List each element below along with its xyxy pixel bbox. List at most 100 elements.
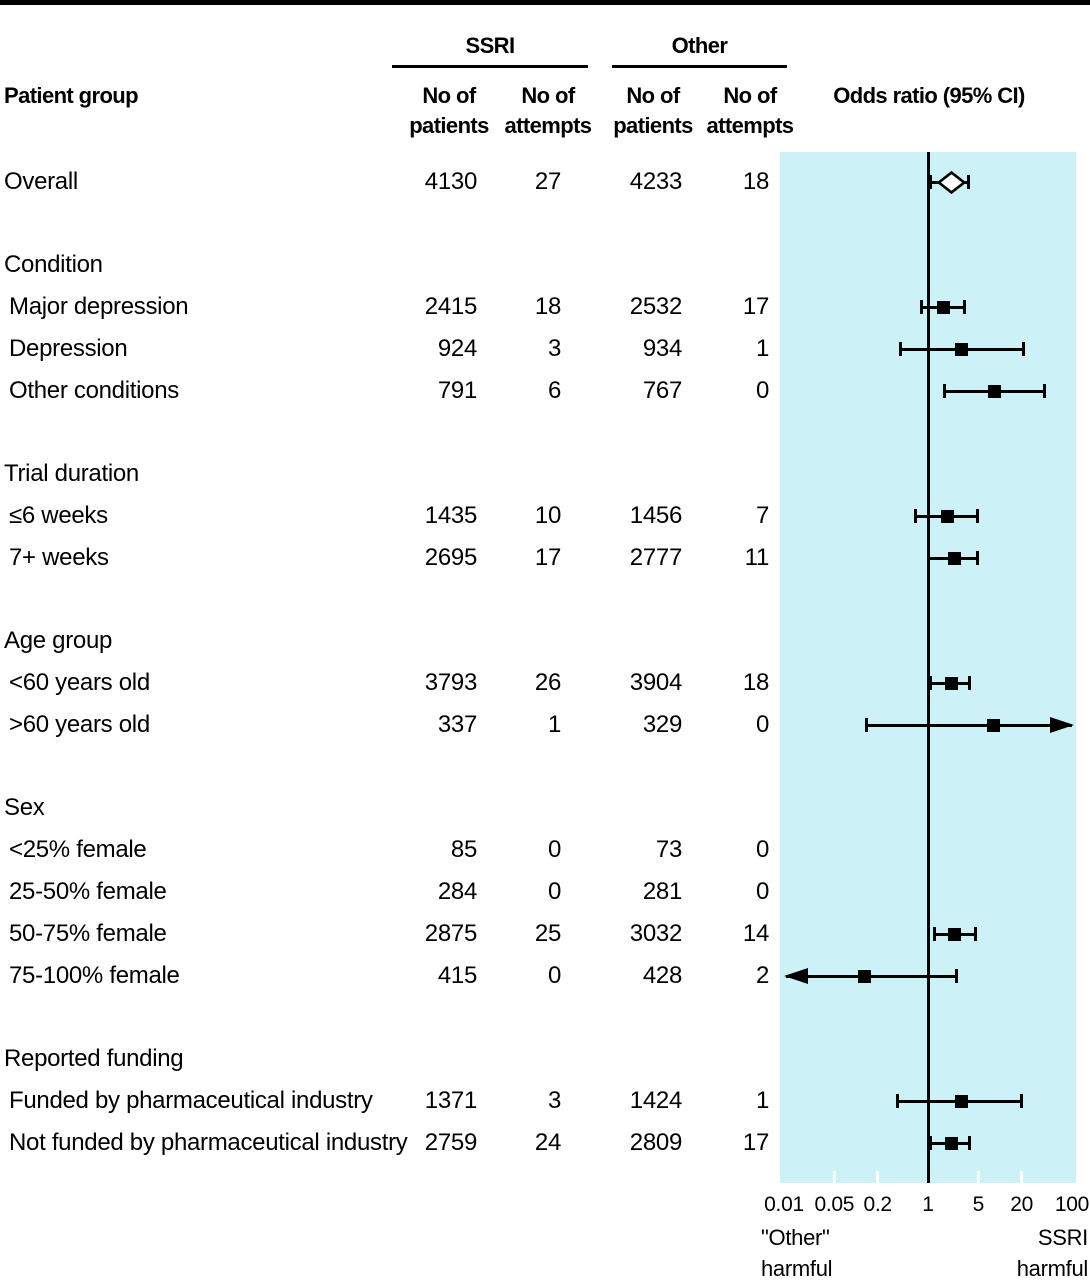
ssri-attempts-header-line2: attempts: [504, 113, 592, 138]
other-patients-value: 767: [642, 377, 682, 404]
table-section-row: Reported funding: [0, 1044, 1090, 1074]
table-section-row: Sex: [0, 793, 1090, 823]
section-label: Reported funding: [4, 1045, 184, 1072]
ci-cap-high: [968, 676, 972, 690]
ci-cap-low: [896, 1094, 900, 1108]
ci-cap-high: [967, 175, 971, 189]
other-patients-value: 2809: [629, 1129, 683, 1156]
ssri-patients-value: 2875: [424, 920, 478, 947]
or-marker-square: [945, 676, 959, 690]
other-patients-value: 329: [642, 711, 682, 738]
ci-cap-high: [975, 551, 979, 565]
ssri-patients-value: 1435: [424, 502, 478, 529]
row-label: Other conditions: [9, 377, 179, 404]
ssri-patients-value: 924: [437, 335, 477, 362]
ssri-attempts-value: 25: [534, 920, 561, 947]
ssri-attempts-value: 3: [547, 1087, 561, 1114]
table-row: >60 years old 337 1 329 0: [0, 710, 1090, 740]
ssri-attempts-value: 3: [547, 335, 561, 362]
ci-cap-high: [968, 1136, 972, 1150]
other-patients-value: 73: [655, 836, 682, 863]
ssri-patients-value: 337: [437, 711, 477, 738]
other-attempts-header-line1: No of: [723, 83, 777, 108]
other-attempts-value: 2: [755, 962, 769, 989]
other-patients-value: 934: [642, 335, 682, 362]
row-label: >60 years old: [9, 711, 150, 738]
x-axis-tick-label: 5: [972, 1193, 985, 1216]
other-patients-value: 2532: [629, 293, 683, 320]
patient-group-header: Patient group: [4, 83, 139, 108]
ci-arrow-left: [784, 968, 808, 984]
other-attempts-value: 17: [742, 293, 769, 320]
ci-line: [866, 723, 1072, 727]
ssri-patients-value: 2759: [424, 1129, 478, 1156]
row-label: <25% female: [9, 836, 147, 863]
table-row: 50-75% female 2875 25 3032 14: [0, 919, 1090, 949]
other-patients-header-line1: No of: [626, 83, 680, 108]
ssri-attempts-value: 6: [547, 377, 561, 404]
other-attempts-value: 17: [742, 1129, 769, 1156]
ci-cap-low: [927, 551, 931, 565]
ssri-attempts-value: 27: [534, 168, 561, 195]
row-label: 75-100% female: [9, 962, 180, 989]
ssri-attempts-value: 0: [547, 962, 561, 989]
row-label: 50-75% female: [9, 920, 167, 947]
minor-tick: [1020, 1171, 1024, 1183]
table-section-row: Age group: [0, 626, 1090, 656]
other-attempts-value: 11: [744, 544, 770, 571]
minor-tick: [976, 1171, 980, 1183]
x-axis-tick-label: 20: [1010, 1193, 1034, 1216]
row-label: Depression: [9, 335, 128, 362]
x-axis-tick-label: 100: [1054, 1193, 1090, 1216]
other-attempts-header-line2: attempts: [706, 113, 794, 138]
ci-cap-high: [1043, 384, 1047, 398]
ci-cap-high: [976, 509, 980, 523]
section-label: Trial duration: [4, 460, 139, 487]
other-patients-value: 281: [642, 878, 682, 905]
table-row: <60 years old 3793 26 3904 18: [0, 668, 1090, 698]
other-attempts-value: 0: [755, 377, 769, 404]
ci-cap-low: [865, 718, 869, 732]
ssri-patients-value: 3793: [424, 669, 478, 696]
other-underline: [612, 65, 787, 68]
section-label: Sex: [4, 794, 45, 821]
ssri-patients-value: 791: [437, 377, 477, 404]
table-row: Depression 924 3 934 1: [0, 334, 1090, 364]
minor-tick: [876, 1171, 880, 1183]
or-marker-square: [955, 1094, 969, 1108]
other-patients-value: 428: [642, 962, 682, 989]
column-group-other-label: Other: [671, 33, 728, 58]
other-attempts-value: 18: [742, 669, 769, 696]
table-section-row: Condition: [0, 250, 1090, 280]
ssri-patients-header: No of patients: [389, 81, 509, 141]
ssri-underline: [392, 65, 588, 68]
row-label: 25-50% female: [9, 878, 167, 905]
x-axis-tick-label: 0.01: [764, 1193, 804, 1216]
ci-cap-low: [928, 175, 932, 189]
footer-left-label: "Other" harmful: [761, 1222, 833, 1280]
ssri-attempts-value: 18: [534, 293, 561, 320]
ssri-attempts-value: 10: [534, 502, 561, 529]
x-axis-tick-label: 0.2: [863, 1193, 893, 1216]
other-patients-value: 1456: [629, 502, 683, 529]
ci-cap-high: [954, 969, 958, 983]
ssri-attempts-header: No of attempts: [488, 81, 608, 141]
column-group-ssri-label: SSRI: [465, 33, 516, 58]
ci-cap-high: [974, 927, 978, 941]
table-row: 75-100% female 415 0 428 2: [0, 961, 1090, 991]
ssri-patients-value: 284: [437, 878, 477, 905]
other-attempts-value: 0: [755, 711, 769, 738]
other-patients-value: 2777: [629, 544, 683, 571]
row-label: <60 years old: [9, 669, 150, 696]
row-label: Overall: [4, 168, 78, 195]
footer-right-line2: harmful: [1016, 1256, 1089, 1280]
table-row: Funded by pharmaceutical industry 1371 3 14…: [0, 1086, 1090, 1116]
ci-cap-low: [919, 300, 923, 314]
ci-cap-high: [1019, 1094, 1023, 1108]
other-attempts-value: 1: [755, 1087, 769, 1114]
ci-cap-high: [1021, 342, 1025, 356]
